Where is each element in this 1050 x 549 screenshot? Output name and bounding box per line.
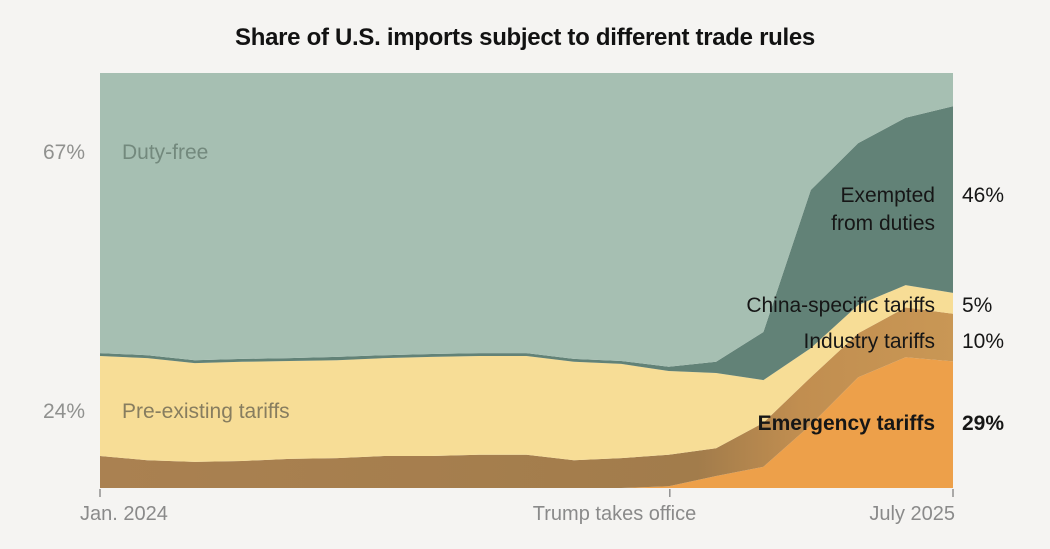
emergency-tariffs-label: Emergency tariffs: [757, 412, 935, 435]
china-tariffs-value-label: 5%: [962, 294, 993, 317]
duty-free-label: Duty-free: [122, 141, 209, 164]
exempted-value-label: 46%: [962, 184, 1005, 207]
area-emergency-tariffs: [100, 357, 953, 488]
industry-tariffs-label: Industry tariffs: [803, 330, 936, 353]
area-duty-free: [100, 73, 953, 367]
chart-title: Share of U.S. imports subject to differe…: [235, 24, 815, 51]
x-axis-label-july-2025: July 2025: [869, 503, 955, 525]
pre-existing-label: Pre-existing tariffs: [122, 400, 290, 423]
x-axis-label-jan-2024: Jan. 2024: [80, 503, 168, 525]
china-tariffs-label: China-specific tariffs: [746, 294, 935, 317]
exempted-label-line1: Exempted: [840, 184, 935, 207]
area-pre-existing-china-specific-tariffs: [100, 285, 953, 462]
x-axis-label-trump-takes-office: Trump takes office: [532, 503, 697, 525]
area-industry-tariffs: [100, 307, 953, 488]
pre-existing-value-label: 24%: [42, 400, 85, 423]
exempted-label-line2: from duties: [831, 212, 935, 235]
emergency-tariffs-value-label: 29%: [962, 412, 1005, 435]
industry-tariffs-value-label: 10%: [962, 330, 1005, 353]
duty-free-value-label: 67%: [42, 141, 85, 164]
